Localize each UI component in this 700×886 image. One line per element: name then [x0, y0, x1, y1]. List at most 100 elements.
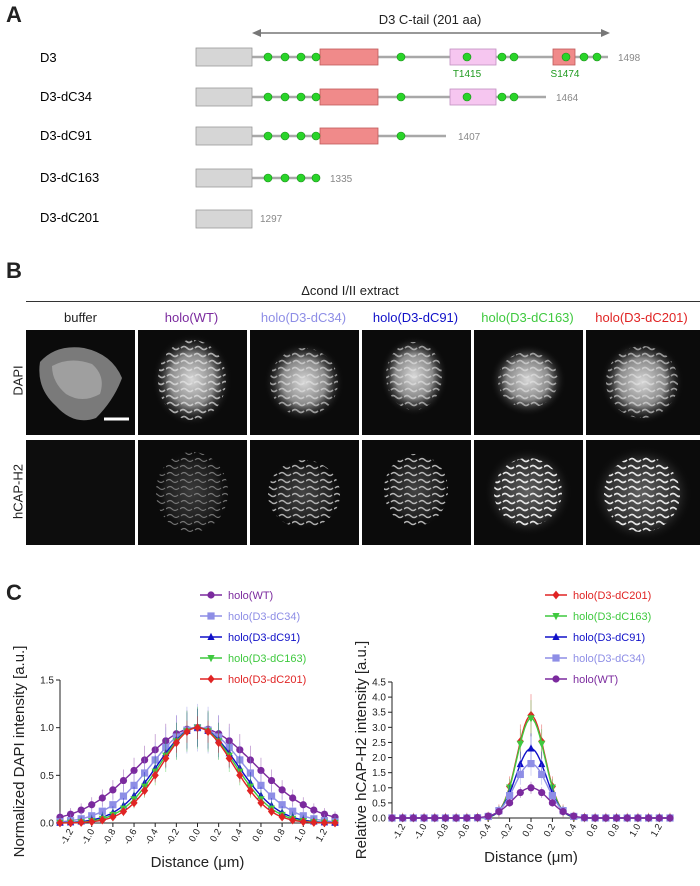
data-point [119, 776, 128, 785]
col-label-dc91: holo(D3-dC91) [372, 310, 459, 325]
extract-divider [26, 301, 700, 302]
hcap-profile-chart: 0.00.51.01.52.02.53.03.54.04.5-1.2 -1.0 -0… [353, 590, 674, 866]
col-label-dc201: holo(D3-dC201) [595, 310, 688, 325]
legend-marker [207, 655, 215, 663]
x-tick-label: 0.6 [250, 827, 266, 844]
data-point [516, 740, 524, 749]
legend-item: holo(D3-dC91) [545, 632, 645, 644]
y-tick-label: 4.5 [372, 678, 386, 689]
row-label-hcap: hCAP-H2 [10, 464, 26, 519]
legend-item: holo(D3-dC91) [200, 632, 300, 644]
x-tick-label: -0.6 [122, 827, 140, 847]
data-point [538, 740, 546, 749]
data-point [431, 814, 439, 822]
site-label-t1415: T1415 [453, 69, 482, 80]
data-point [538, 759, 546, 768]
x-tick-label: -1.0 [412, 822, 430, 842]
hcap-row [26, 440, 700, 545]
x-tick-label: -1.2 [58, 827, 76, 847]
construct-label-dc91: D3-dC91 [40, 128, 92, 143]
data-point [441, 814, 450, 822]
legend-marker [552, 632, 560, 640]
legend-marker [552, 654, 560, 662]
series-4 [56, 716, 339, 828]
data-point [527, 744, 535, 752]
data-point [98, 807, 106, 815]
data-point [602, 814, 610, 822]
ctail-label: D3 C-tail (201 aa) [379, 12, 482, 27]
col-label-dc163: holo(D3-dC163) [481, 310, 574, 325]
legend-label: holo(D3-dC34) [228, 611, 300, 623]
y-tick-label: 0.5 [40, 771, 54, 782]
legend-marker [207, 591, 215, 599]
dapi-profile-chart: 0.0 0.5 1.0 1.5 -1.2 -1.0 -0.8 -0.6 -0.4 -0.2 0.0 0… [11, 590, 339, 871]
legend-marker [207, 674, 215, 684]
legend-label: holo(D3-dC201) [573, 590, 651, 602]
legend-label: holo(D3-dC163) [573, 611, 651, 623]
x-tick-label: 0.0 [187, 827, 203, 844]
legend-marker [207, 612, 215, 620]
data-point [109, 786, 117, 794]
legend-marker [552, 590, 560, 600]
data-point [452, 814, 460, 822]
data-point [88, 801, 96, 809]
data-point [331, 818, 339, 828]
y-tick-label: 1.0 [372, 783, 386, 794]
x-tick-label: 0.4 [229, 827, 245, 844]
x-tick-label: 1.0 [293, 827, 309, 844]
y-tick-label: 0.0 [372, 814, 386, 825]
data-point [183, 727, 191, 737]
data-point [130, 798, 138, 808]
data-point [538, 770, 546, 779]
x-tick-label: 0.4 [563, 822, 579, 839]
x-tick-label: 0.6 [585, 822, 601, 839]
x-tick-label: -0.8 [101, 827, 119, 847]
hcap-buffer [26, 440, 135, 545]
data-point [236, 770, 244, 780]
col-label-dc34: holo(D3-dC34) [260, 310, 347, 325]
x-tick-label: -1.0 [80, 827, 98, 847]
length-label-dc91: 1407 [458, 132, 481, 143]
extract-label: Δcond I/II extract [301, 283, 399, 298]
col-label-wt: holo(WT) [164, 310, 219, 325]
legend-marker [552, 613, 560, 621]
data-point [289, 794, 297, 802]
data-point [119, 807, 128, 816]
length-label-dc163: 1335 [330, 174, 353, 185]
data-point [141, 786, 149, 796]
data-point [109, 812, 117, 822]
x-axis-label: Distance (μm) [151, 854, 245, 871]
legend-marker [552, 675, 560, 683]
y-tick-label: 1.5 [372, 768, 386, 779]
data-point [267, 776, 276, 785]
data-point [246, 786, 254, 796]
x-tick-label: 0.8 [272, 827, 288, 844]
x-tick-label: 1.2 [314, 827, 330, 844]
data-point [289, 815, 297, 825]
y-tick-label: 2.0 [372, 753, 386, 764]
construct-label-dc34: D3-dC34 [40, 89, 92, 104]
legend-item: holo(D3-dC201) [200, 674, 306, 686]
legend-item: holo(D3-dC201) [545, 590, 651, 602]
legend-label: holo(D3-dC34) [573, 653, 645, 665]
data-point [225, 754, 233, 763]
legend-label: holo(D3-dC91) [228, 632, 300, 644]
data-point [388, 814, 396, 822]
data-point [172, 738, 180, 748]
data-point [119, 792, 128, 800]
y-tick-label: 3.0 [372, 723, 386, 734]
data-point [77, 806, 85, 814]
x-tick-label: -0.2 [164, 827, 182, 847]
data-point [548, 799, 556, 807]
construct-label-dc163: D3-dC163 [40, 170, 99, 185]
x-tick-label: 1.0 [627, 822, 643, 839]
data-point [215, 738, 223, 748]
y-axis-label: Normalized DAPI intensity [a.u.] [11, 646, 28, 858]
y-tick-label: 0.5 [372, 798, 386, 809]
data-point [666, 814, 674, 822]
x-tick-label: 0.2 [208, 827, 224, 844]
legend-label: holo(D3-dC163) [228, 653, 306, 665]
data-point [538, 788, 546, 797]
y-tick-label: 1.5 [40, 676, 54, 687]
legend-label: holo(D3-dC201) [228, 674, 306, 686]
